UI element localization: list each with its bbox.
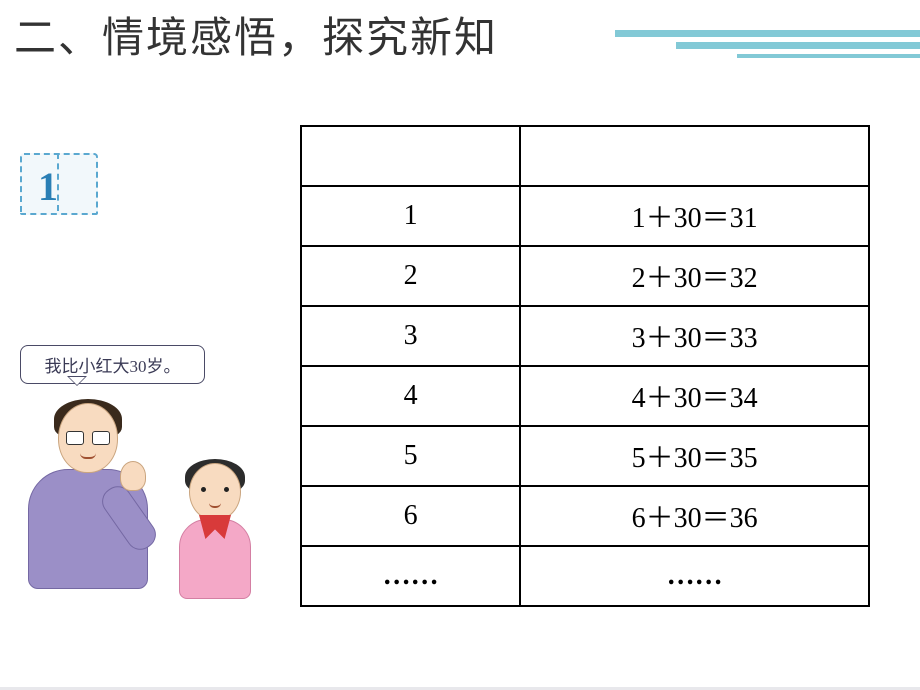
cell-b: 5＋30＝35 xyxy=(520,426,869,486)
cell-b: 1＋30＝31 xyxy=(520,186,869,246)
table-header-row xyxy=(301,126,869,186)
cell-a: 5 xyxy=(301,426,520,486)
table-row: 1 1＋30＝31 xyxy=(301,186,869,246)
glasses-icon xyxy=(66,431,110,445)
table-row: 5 5＋30＝35 xyxy=(301,426,869,486)
cell-b-ellipsis: …… xyxy=(520,546,869,606)
speech-bubble: 我比小红大30岁。 xyxy=(20,345,205,384)
table-row: 3 3＋30＝33 xyxy=(301,306,869,366)
cell-b: 4＋30＝34 xyxy=(520,366,869,426)
cell-a-ellipsis: …… xyxy=(301,546,520,606)
cell-b: 2＋30＝32 xyxy=(520,246,869,306)
book-icon xyxy=(20,153,98,215)
page-number-badge: 1 xyxy=(20,153,98,215)
age-table: 1 1＋30＝31 2 2＋30＝32 3 3＋30＝33 4 4＋30＝34 … xyxy=(300,125,870,607)
cell-a: 4 xyxy=(301,366,520,426)
table-row: …… …… xyxy=(301,546,869,606)
section-heading: 二、情境感悟，探究新知 xyxy=(14,4,920,74)
heading-accent-lines xyxy=(615,30,920,58)
table-header-b xyxy=(520,126,869,186)
child-figure xyxy=(167,463,267,603)
cell-a: 6 xyxy=(301,486,520,546)
cell-b: 6＋30＝36 xyxy=(520,486,869,546)
page-number: 1 xyxy=(38,163,58,210)
table-header-a xyxy=(301,126,520,186)
table-row: 6 6＋30＝36 xyxy=(301,486,869,546)
cell-b: 3＋30＝33 xyxy=(520,306,869,366)
illustration-group: 我比小红大30岁。 xyxy=(12,345,272,605)
cell-a: 1 xyxy=(301,186,520,246)
heading-text: 二、情境感悟，探究新知 xyxy=(14,16,498,62)
table-row: 4 4＋30＝34 xyxy=(301,366,869,426)
cell-a: 3 xyxy=(301,306,520,366)
speech-text: 我比小红大30岁。 xyxy=(45,357,181,376)
cell-a: 2 xyxy=(301,246,520,306)
table-row: 2 2＋30＝32 xyxy=(301,246,869,306)
adult-figure xyxy=(18,403,158,593)
